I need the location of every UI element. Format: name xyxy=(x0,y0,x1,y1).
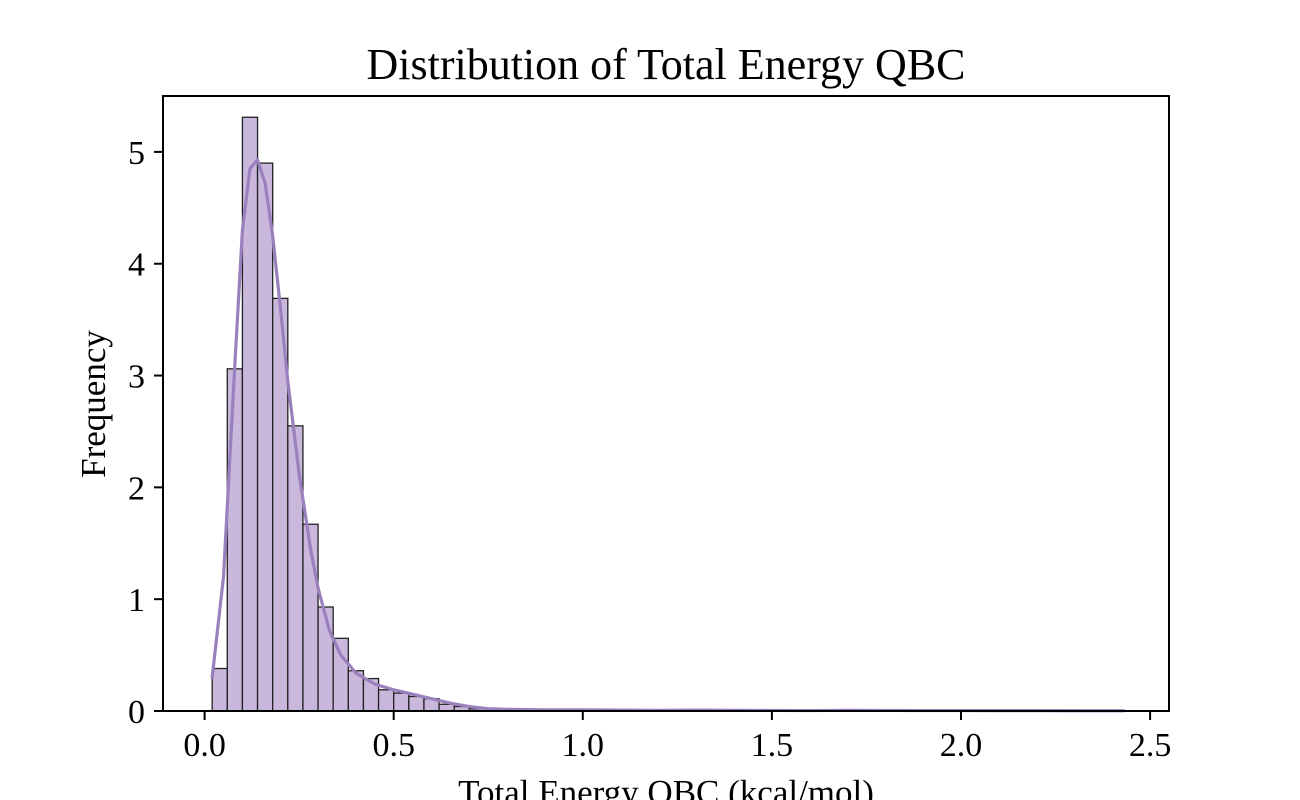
histogram-bar xyxy=(287,425,304,712)
histogram-bar xyxy=(377,689,395,712)
x-tick-label: 2.5 xyxy=(1129,727,1172,764)
y-tick-label: 4 xyxy=(128,247,145,284)
y-tick-label: 0 xyxy=(128,694,145,731)
histogram-bar xyxy=(256,162,274,712)
histogram-bars xyxy=(211,116,546,712)
x-axis-ticks: 0.0 0.5 1.0 1.5 2.0 2.5 xyxy=(183,711,1171,764)
kde-curve xyxy=(210,158,1126,713)
y-tick-label: 2 xyxy=(128,470,145,507)
x-axis-label: Total Energy QBC (kcal/mol) xyxy=(458,773,874,800)
chart-title: Distribution of Total Energy QBC xyxy=(366,40,965,89)
x-tick-label: 0.5 xyxy=(372,727,415,764)
histogram-bar xyxy=(408,695,425,712)
y-tick-label: 5 xyxy=(128,135,145,172)
x-tick-label: 2.0 xyxy=(940,727,983,764)
x-tick-label: 1.5 xyxy=(751,727,794,764)
y-axis-label: Frequency xyxy=(74,330,113,478)
histogram-bar xyxy=(393,692,410,712)
x-tick-label: 1.0 xyxy=(562,727,605,764)
histogram-bar xyxy=(332,637,349,712)
histogram-bar xyxy=(226,368,244,712)
y-tick-label: 3 xyxy=(128,359,145,396)
x-tick-label: 0.0 xyxy=(183,727,226,764)
y-tick-label: 1 xyxy=(128,582,145,619)
histogram-bar xyxy=(438,703,455,712)
histogram-bar xyxy=(211,667,228,712)
histogram-bar xyxy=(317,606,334,712)
plot-frame xyxy=(162,95,1170,712)
y-axis-ticks: 0 1 2 3 4 5 xyxy=(128,135,163,731)
